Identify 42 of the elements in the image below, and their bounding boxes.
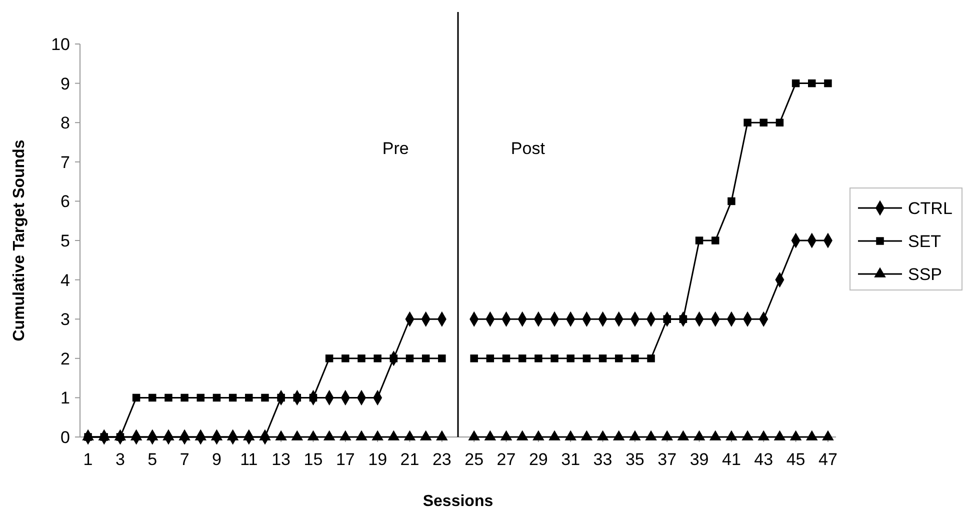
x-tick-label: 17 bbox=[336, 450, 355, 469]
y-tick-label: 9 bbox=[60, 74, 70, 94]
annotation: Post bbox=[510, 139, 546, 158]
x-tick-label: 37 bbox=[658, 450, 677, 469]
x-tick-label: 19 bbox=[368, 450, 388, 469]
x-tick-label: 3 bbox=[115, 450, 125, 469]
y-tick-label: 1 bbox=[60, 388, 70, 408]
y-tick-label: 4 bbox=[60, 270, 70, 290]
x-axis-title: Sessions bbox=[422, 493, 494, 510]
x-tick-label: 43 bbox=[754, 450, 774, 469]
y-tick-label: 8 bbox=[60, 114, 70, 133]
x-tick-label: 1 bbox=[83, 450, 93, 469]
x-tick-label: 33 bbox=[593, 450, 612, 469]
x-tick-label: 41 bbox=[722, 450, 741, 469]
x-tick-label: 5 bbox=[148, 450, 158, 469]
legend-label: SSP bbox=[908, 264, 942, 284]
x-tick-label: 13 bbox=[272, 450, 291, 469]
y-tick-label: 6 bbox=[60, 192, 70, 212]
y-tick-label: 10 bbox=[51, 34, 70, 54]
y-tick-label: 2 bbox=[60, 349, 70, 368]
x-tick-label: 23 bbox=[432, 450, 452, 469]
x-tick-label: 39 bbox=[690, 450, 709, 469]
x-tick-label: 9 bbox=[212, 450, 222, 469]
y-tick-label: 0 bbox=[60, 428, 70, 447]
x-tick-label: 11 bbox=[240, 450, 258, 469]
x-tick-label: 47 bbox=[818, 450, 838, 469]
y-tick-label: 5 bbox=[60, 231, 70, 250]
x-tick-label: 31 bbox=[561, 450, 580, 469]
x-tick-label: 27 bbox=[496, 450, 516, 469]
y-tick-label: 3 bbox=[60, 310, 70, 330]
x-tick-label: 21 bbox=[400, 450, 420, 469]
x-tick-label: 7 bbox=[180, 450, 190, 469]
y-tick-label: 7 bbox=[60, 152, 70, 172]
y-axis-title: Cumulative Target Sounds bbox=[11, 140, 28, 342]
annotation: Pre bbox=[382, 139, 409, 158]
x-tick-label: 15 bbox=[304, 450, 323, 469]
legend-label: SET bbox=[908, 232, 942, 251]
x-tick-label: 25 bbox=[464, 450, 484, 469]
x-tick-label: 29 bbox=[528, 450, 548, 469]
x-tick-label: 35 bbox=[625, 450, 644, 469]
legend-label: CTRL bbox=[908, 198, 952, 218]
x-tick-label: 45 bbox=[786, 450, 806, 469]
